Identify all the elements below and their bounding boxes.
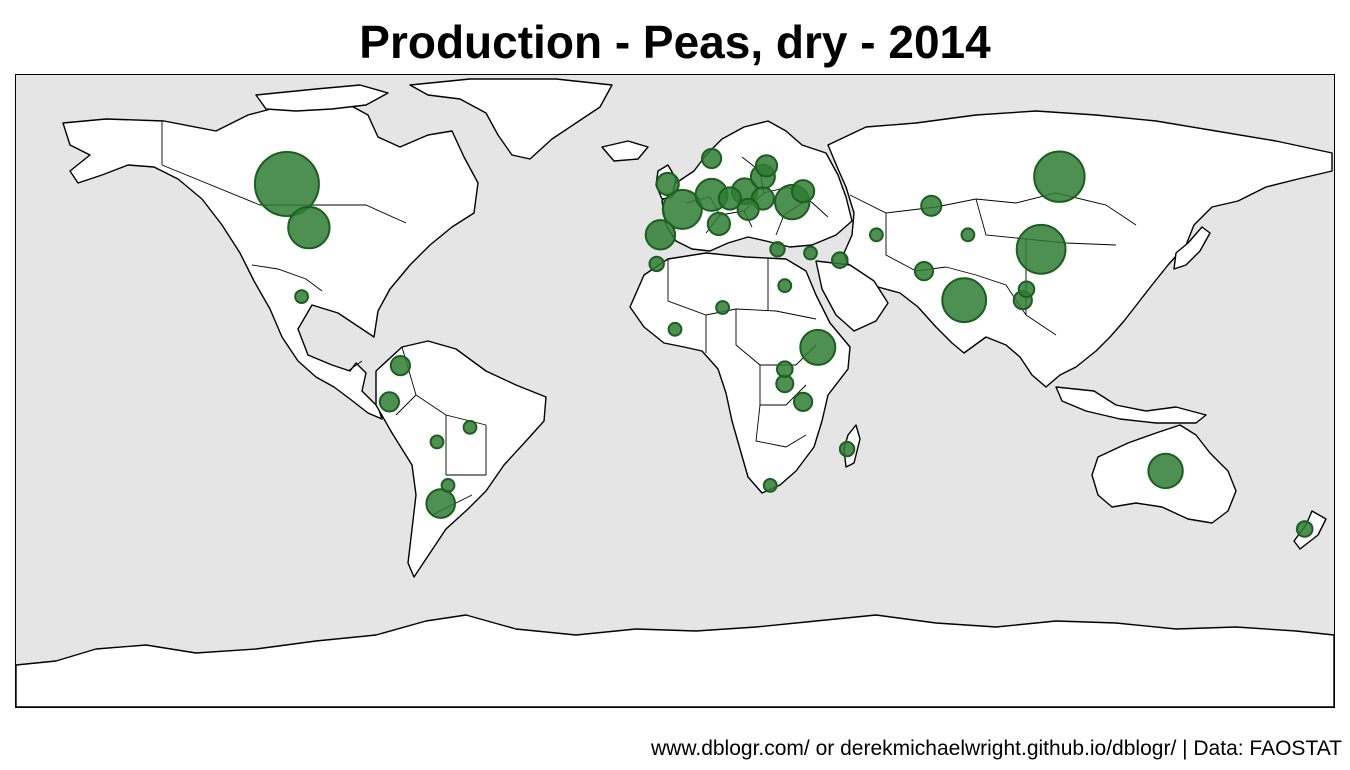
production-bubble <box>736 197 760 221</box>
land-antarctica <box>16 614 1334 707</box>
production-bubble <box>644 219 677 251</box>
production-bubble <box>287 205 331 250</box>
production-bubble <box>769 241 786 258</box>
production-bubble <box>701 147 723 170</box>
production-bubble <box>655 171 680 197</box>
world-map-svg <box>16 78 1334 707</box>
production-bubble <box>799 328 837 366</box>
production-bubble <box>661 188 703 230</box>
production-bubble <box>1295 520 1314 538</box>
production-bubble <box>706 211 732 236</box>
production-bubble <box>838 440 856 458</box>
production-bubble <box>831 251 849 269</box>
production-bubble <box>294 289 310 305</box>
production-bubble <box>389 355 411 377</box>
production-bubble <box>791 179 816 204</box>
country-borders <box>161 121 1137 516</box>
production-bubble <box>913 261 935 282</box>
land-arctic-islands <box>255 84 389 112</box>
border-asia-countries <box>849 192 1137 336</box>
production-bubble <box>803 245 818 261</box>
production-bubble <box>440 478 456 493</box>
border-usa-mexico <box>251 264 323 292</box>
map-title: Production - Peas, dry - 2014 <box>359 16 991 68</box>
source-caption: www.dblogr.com/ or derekmichaelwright.gi… <box>651 737 1342 760</box>
land-africa <box>629 252 851 494</box>
production-bubble <box>762 478 778 493</box>
production-bubble <box>462 419 478 435</box>
production-bubble <box>754 154 779 178</box>
production-bubble <box>1033 150 1086 203</box>
land-north-america <box>62 100 479 420</box>
production-bubble <box>920 194 943 217</box>
border-canada-usa <box>161 121 407 224</box>
production-bubble <box>960 227 976 243</box>
land-greenland <box>409 78 613 160</box>
production-bubble <box>777 278 793 294</box>
production-bubble <box>715 300 730 315</box>
border-mexico-central-america <box>347 360 363 372</box>
landmasses <box>16 78 1334 707</box>
production-bubble <box>425 488 457 519</box>
world-map-panel <box>15 74 1335 708</box>
production-bubble <box>869 227 884 243</box>
production-bubble <box>1017 280 1036 299</box>
production-bubble <box>776 360 794 379</box>
production-bubble <box>941 277 988 324</box>
production-bubble <box>793 391 814 412</box>
land-southeast-asia-islands <box>1055 386 1207 424</box>
production-bubble <box>378 391 400 413</box>
land-arabia <box>815 260 889 332</box>
production-bubble <box>667 321 683 337</box>
production-bubble <box>717 186 743 211</box>
production-bubble <box>648 255 665 273</box>
production-bubble <box>253 151 320 217</box>
border-south-america-countries <box>395 346 487 516</box>
land-asia <box>827 110 1333 388</box>
land-iceland <box>601 140 649 162</box>
land-south-america <box>375 340 547 578</box>
production-bubbles <box>253 147 1314 538</box>
production-bubble <box>1147 452 1184 490</box>
land-japan <box>1173 226 1211 270</box>
production-bubble <box>1015 223 1067 275</box>
production-bubble <box>429 434 445 450</box>
